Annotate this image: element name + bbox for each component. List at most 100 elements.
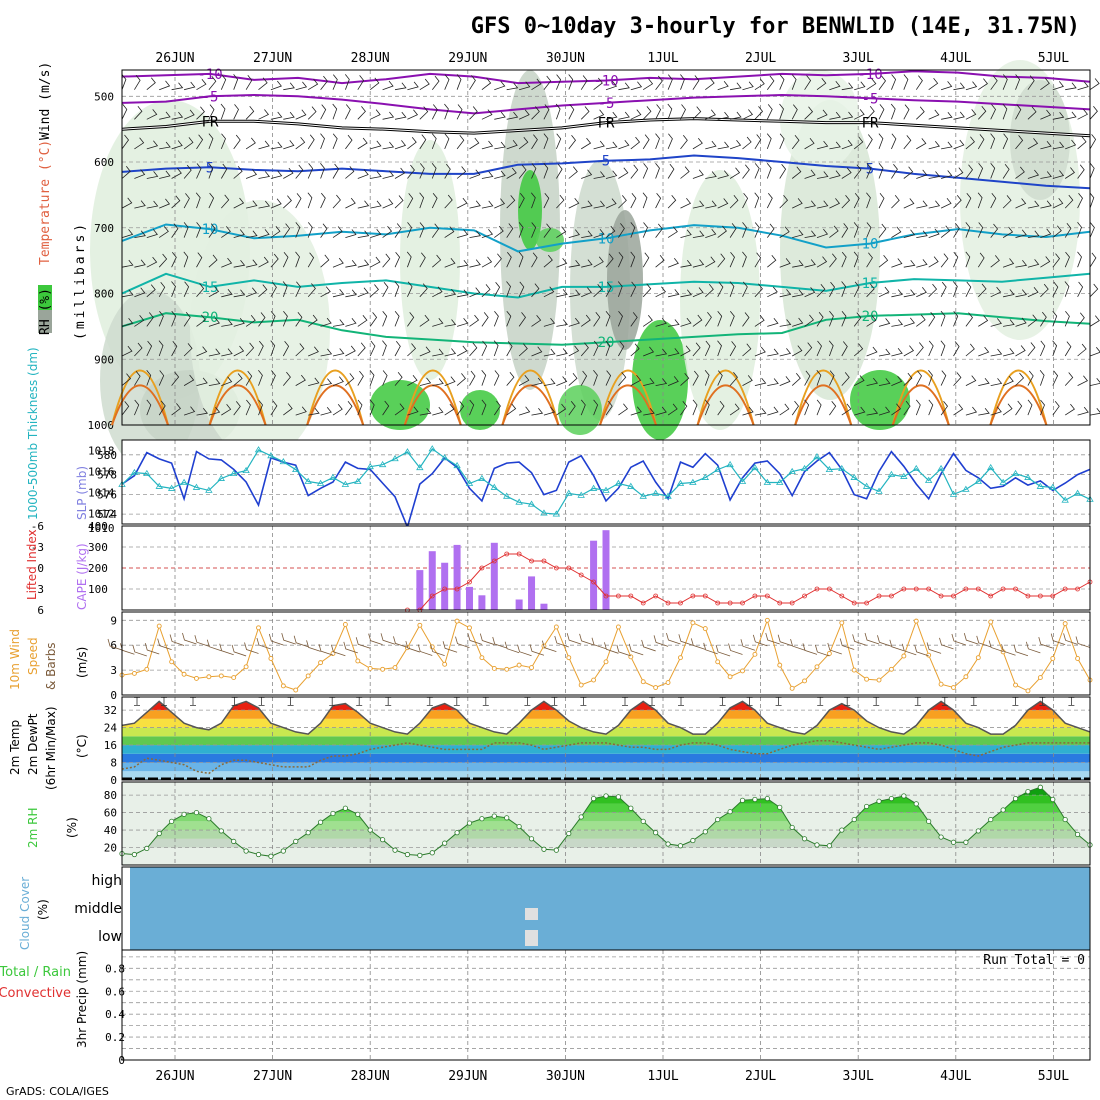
upper-wind-barb — [754, 346, 766, 357]
upper-wind-barb — [916, 314, 926, 327]
wind-speed-point — [1062, 621, 1068, 627]
lifted-index-point — [467, 579, 472, 585]
upper-wind-barb — [729, 372, 738, 386]
upper-wind-barb — [915, 370, 922, 386]
wind-speed-point — [876, 677, 882, 683]
precip-tick-label: 0.4 — [105, 1008, 125, 1021]
upper-wind-barb — [1002, 258, 1015, 268]
wind-speed-point — [951, 685, 956, 690]
upper-wind-barb — [456, 166, 467, 179]
upper-wind-barb — [196, 106, 205, 120]
upper-wind-barb — [692, 370, 699, 386]
wind-barb — [827, 642, 842, 655]
upper-wind-barb — [829, 170, 841, 179]
upper-wind-barb — [779, 289, 792, 298]
slp-tick-label: 1016 — [88, 466, 115, 479]
upper-wind-barb — [940, 225, 951, 238]
upper-wind-barb — [754, 377, 767, 386]
wind-barb — [976, 635, 991, 648]
surface-temperature-contour — [891, 369, 950, 426]
temperature-contour — [121, 154, 1091, 190]
upper-wind-barb — [245, 137, 256, 150]
upper-wind-barb — [754, 222, 760, 238]
upper-wind-barb — [854, 109, 865, 120]
upper-wind-barb — [258, 109, 270, 120]
wind-background — [122, 612, 1090, 695]
thickness-point — [838, 464, 846, 472]
upper-wind-barb — [841, 82, 854, 91]
rh-point — [516, 823, 522, 830]
upper-wind-barb — [1052, 81, 1064, 91]
upper-wind-barb — [903, 104, 910, 120]
upper-wind-barb — [853, 343, 864, 357]
wind-speed-point — [156, 623, 162, 629]
upper-wind-barb — [978, 315, 989, 327]
upper-wind-barb — [580, 137, 592, 150]
upper-wind-barb — [1077, 343, 1087, 357]
rh-point — [491, 813, 497, 819]
upper-wind-barb — [667, 403, 678, 416]
upper-wind-barb — [531, 252, 538, 268]
thickness-point — [440, 454, 449, 461]
upper-wind-barb — [655, 133, 660, 150]
upper-wind-barb — [692, 137, 703, 150]
upper-wind-barb — [394, 195, 404, 209]
upper-wind-barb — [605, 281, 612, 297]
upper-wind-barb — [357, 200, 370, 209]
wind-barb — [740, 639, 756, 651]
precip-tick-label: 0.6 — [105, 985, 125, 998]
upper-wind-barb — [245, 287, 257, 298]
upper-wind-barb — [618, 223, 625, 238]
wind-barb — [281, 633, 296, 645]
wind-barb — [728, 643, 743, 655]
upper-wind-barb — [692, 287, 704, 298]
upper-wind-barb — [357, 230, 370, 238]
upper-wind-barb — [1027, 399, 1033, 416]
upper-wind-barb — [878, 286, 890, 298]
slp-background — [122, 440, 1090, 524]
wind-barb — [517, 644, 532, 657]
upper-wind-barb — [320, 223, 328, 238]
pressure-tick-label: 1000 — [88, 419, 115, 432]
thickness-point — [527, 500, 536, 507]
wind-speed-point — [864, 676, 870, 682]
upper-wind-barb — [506, 371, 515, 386]
upper-wind-barb — [208, 378, 221, 386]
upper-wind-barb — [543, 286, 555, 298]
thickness-point — [751, 463, 759, 471]
upper-wind-barb — [407, 193, 414, 209]
cloud-level-high: high — [91, 873, 122, 889]
upper-wind-barb — [717, 281, 724, 297]
upper-wind-barb — [742, 312, 750, 327]
dewpoint-line — [121, 739, 1090, 775]
upper-wind-barb — [407, 406, 419, 416]
upper-wind-barb — [965, 406, 978, 416]
wind-speed-point — [454, 618, 460, 624]
lifted-index-point — [454, 586, 460, 592]
upper-wind-barb — [655, 254, 665, 268]
upper-wind-barb — [146, 200, 159, 209]
upper-wind-barb — [816, 109, 828, 120]
upper-wind-barb — [1089, 134, 1097, 150]
upper-wind-barb — [816, 77, 827, 91]
temperature-label: Temperature (°C) — [38, 140, 53, 265]
upper-wind-barb — [717, 141, 730, 150]
upper-wind-barb — [953, 139, 965, 150]
upper-wind-barb — [469, 259, 481, 268]
rh-point — [541, 846, 547, 852]
upper-wind-barb — [804, 342, 813, 357]
thickness-point — [403, 448, 412, 455]
upper-wind-barb — [419, 377, 432, 386]
rh-shading — [518, 170, 542, 250]
upper-wind-barb — [1002, 403, 1013, 416]
upper-wind-barb — [581, 230, 593, 238]
upper-wind-barb — [1077, 109, 1089, 120]
upper-wind-barb — [158, 282, 166, 298]
upper-wind-barb — [556, 226, 567, 238]
wind-speed-point — [702, 626, 708, 632]
rh-point — [156, 830, 162, 837]
upper-wind-barb — [928, 340, 934, 357]
upper-wind-barb — [618, 310, 623, 327]
upper-wind-barb — [580, 314, 591, 327]
upper-wind-barb — [990, 286, 1002, 298]
